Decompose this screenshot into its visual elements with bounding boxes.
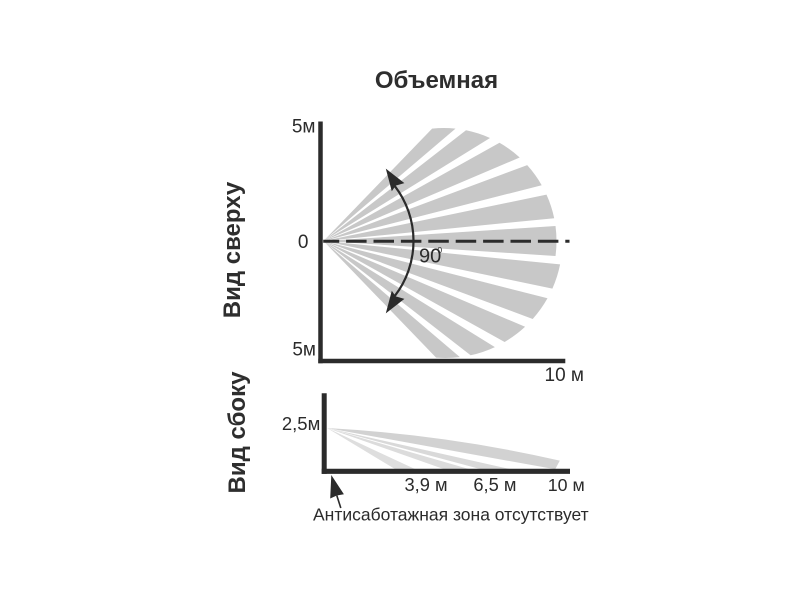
svg-text:0: 0 — [437, 245, 442, 255]
svg-text:10 м: 10 м — [548, 475, 585, 495]
svg-text:2,5м: 2,5м — [282, 413, 320, 434]
svg-text:Вид сбоку: Вид сбоку — [224, 371, 251, 494]
svg-text:Антисаботажная зона отсутствуе: Антисаботажная зона отсутствует — [313, 505, 589, 525]
svg-text:10 м: 10 м — [545, 365, 584, 386]
svg-text:5м: 5м — [292, 117, 316, 138]
svg-text:Вид сверху: Вид сверху — [219, 181, 246, 318]
svg-text:0: 0 — [298, 232, 309, 253]
svg-text:5м: 5м — [292, 340, 316, 361]
svg-text:6,5 м: 6,5 м — [473, 474, 516, 495]
svg-text:90: 90 — [419, 246, 441, 268]
svg-text:Объемная: Объемная — [375, 67, 498, 94]
svg-text:3,9 м: 3,9 м — [405, 474, 448, 495]
